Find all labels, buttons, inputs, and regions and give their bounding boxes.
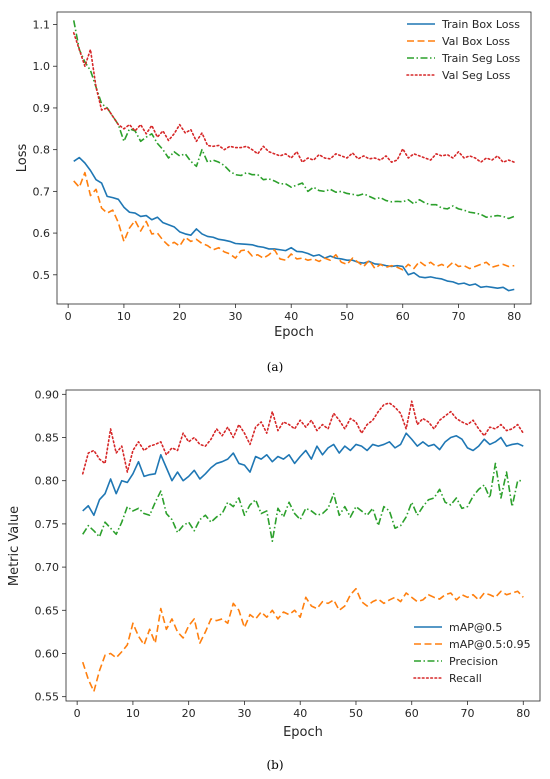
loss-chart-caption: (a) bbox=[267, 360, 284, 374]
metrics-chart-y-tick-label: 0.55 bbox=[35, 691, 60, 704]
metrics-chart-panel: 0 10 20 30 40 50 60 70 80 0.550.600.650.700.750.… bbox=[7, 388, 541, 772]
loss-chart-x-ticks: 0 10 20 30 40 50 60 70 80 bbox=[65, 304, 521, 323]
loss-chart-series-line-train-box-loss bbox=[73, 156, 515, 292]
legend-label: Precision bbox=[449, 655, 498, 668]
metrics-chart-y-tick-label: 0.70 bbox=[35, 561, 60, 574]
loss-chart-x-axis-label: Epoch bbox=[274, 325, 314, 340]
metrics-chart-x-tick-label: 70 bbox=[461, 707, 475, 720]
loss-chart-y-tick-label: 0.7 bbox=[33, 185, 51, 198]
metrics-chart-x-axis-label: Epoch bbox=[283, 725, 323, 740]
loss-chart-series-line-train-seg-loss bbox=[72, 20, 515, 220]
metrics-chart-x-tick-label: 0 bbox=[74, 707, 81, 720]
legend-label: mAP@0.5:0.95 bbox=[449, 638, 531, 651]
metrics-chart-legend: mAP@0.5 mAP@0.5:0.95 Precision Recall bbox=[413, 621, 531, 685]
legend-label: Val Seg Loss bbox=[442, 69, 511, 82]
loss-chart-y-tick-label: 0.9 bbox=[33, 102, 51, 115]
loss-chart-x-tick-label: 70 bbox=[452, 310, 466, 323]
metrics-chart-y-axis-label: Metric Value bbox=[7, 506, 22, 586]
legend-label: Recall bbox=[449, 672, 482, 685]
metrics-chart-y-tick-label: 0.60 bbox=[35, 647, 60, 660]
loss-chart-x-tick-label: 30 bbox=[228, 310, 242, 323]
metrics-chart-y-tick-label: 0.90 bbox=[35, 388, 60, 401]
metrics-chart-x-tick-label: 20 bbox=[182, 707, 196, 720]
metrics-chart-y-tick-label: 0.75 bbox=[35, 518, 60, 531]
loss-chart-panel: 0 10 20 30 40 50 60 70 80 0.50.60.70.80.91.01.1 … bbox=[15, 11, 532, 374]
metrics-chart-y-tick-label: 0.85 bbox=[35, 432, 60, 445]
loss-chart-x-tick-label: 50 bbox=[340, 310, 354, 323]
legend-label: mAP@0.5 bbox=[449, 621, 502, 634]
loss-chart-y-ticks: 0.5 0.6 0.7 0.8 0.9 1.0 1.1 bbox=[33, 19, 57, 282]
loss-chart-y-axis-label: Loss bbox=[15, 144, 30, 173]
loss-chart-series-line-val-box-loss bbox=[73, 171, 515, 271]
metrics-chart-y-tick-label: 0.80 bbox=[35, 475, 60, 488]
metrics-chart-y-ticks: 0.55 0.60 0.65 0.70 0.75 0.80 0.85 0.90 bbox=[35, 388, 66, 704]
metrics-chart-x-tick-label: 30 bbox=[237, 707, 251, 720]
metrics-chart-plot-frame bbox=[65, 389, 541, 702]
metrics-chart-series bbox=[81, 400, 525, 693]
loss-chart-y-tick-label: 1.1 bbox=[33, 19, 51, 32]
metrics-chart-x-tick-label: 10 bbox=[126, 707, 140, 720]
metrics-chart-x-tick-label: 60 bbox=[405, 707, 419, 720]
loss-chart-series bbox=[72, 20, 516, 292]
loss-chart-x-tick-label: 10 bbox=[117, 310, 131, 323]
metrics-chart-series-line-map-0-5 bbox=[82, 432, 524, 517]
legend-label: Val Box Loss bbox=[442, 35, 510, 48]
loss-chart-y-tick-label: 1.0 bbox=[33, 60, 51, 73]
loss-chart-x-tick-label: 80 bbox=[507, 310, 521, 323]
metrics-chart-series-line-precision bbox=[82, 462, 524, 542]
loss-chart-x-tick-label: 0 bbox=[65, 310, 72, 323]
metrics-chart-x-tick-label: 80 bbox=[516, 707, 530, 720]
loss-chart-series-line-val-seg-loss bbox=[72, 32, 516, 163]
legend-label: Train Seg Loss bbox=[441, 52, 521, 65]
legend-label: Train Box Loss bbox=[441, 18, 520, 31]
metrics-chart-x-tick-label: 40 bbox=[293, 707, 307, 720]
loss-chart-y-tick-label: 0.5 bbox=[33, 269, 51, 282]
metrics-chart-series-line-map-0-5-0-95 bbox=[81, 587, 524, 693]
loss-chart-x-tick-label: 20 bbox=[173, 310, 187, 323]
metrics-chart-caption: (b) bbox=[266, 758, 283, 772]
metrics-chart-y-tick-label: 0.65 bbox=[35, 604, 60, 617]
metrics-chart-x-ticks: 0 10 20 30 40 50 60 70 80 bbox=[74, 701, 530, 720]
loss-chart-x-tick-label: 60 bbox=[396, 310, 410, 323]
metrics-chart-series-line-recall bbox=[81, 400, 525, 475]
loss-chart-x-tick-label: 40 bbox=[284, 310, 298, 323]
loss-chart-y-tick-label: 0.6 bbox=[33, 227, 51, 240]
loss-chart-y-tick-label: 0.8 bbox=[33, 144, 51, 157]
metrics-chart-x-tick-label: 50 bbox=[349, 707, 363, 720]
loss-chart-legend: Train Box Loss Val Box Loss Train Seg Loss… bbox=[406, 18, 521, 82]
